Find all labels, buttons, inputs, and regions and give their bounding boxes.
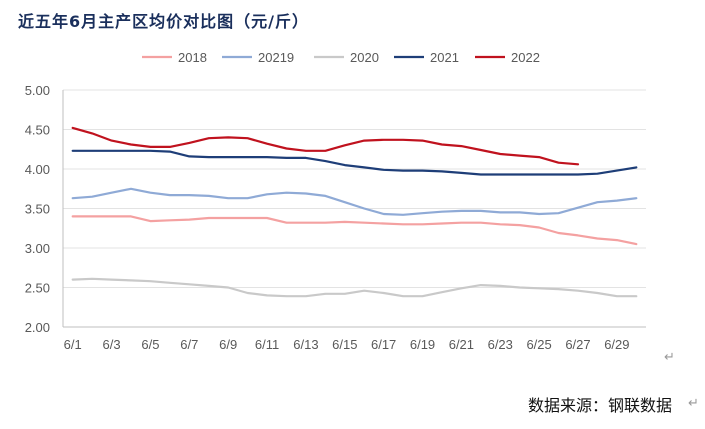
x-tick-label: 6/21 — [449, 337, 474, 352]
legend-label: 2022 — [511, 50, 540, 65]
legend-label: 2021 — [430, 50, 459, 65]
legend-label: 2020 — [350, 50, 379, 65]
x-tick-label: 6/9 — [219, 337, 237, 352]
series-line-2018 — [71, 215, 638, 246]
x-tick-label: 6/25 — [526, 337, 551, 352]
x-tick-label: 6/11 — [255, 337, 279, 352]
x-tick-label: 6/7 — [180, 337, 198, 352]
data-source: 数据来源：钢联数据 — [528, 396, 673, 415]
series-line-2022 — [71, 126, 580, 166]
legend-label: 2018 — [178, 50, 207, 65]
series-line-2020 — [71, 277, 638, 298]
y-tick-label: 4.00 — [25, 162, 50, 177]
x-tick-label: 6/5 — [141, 337, 159, 352]
x-tick-label: 6/17 — [371, 337, 396, 352]
x-tick-label: 6/19 — [410, 337, 435, 352]
legend-label: 20219 — [258, 50, 294, 65]
y-tick-label: 4.50 — [25, 123, 50, 138]
y-tick-label: 2.50 — [25, 281, 50, 296]
x-tick-label: 6/29 — [604, 337, 629, 352]
x-tick-label: 6/13 — [293, 337, 318, 352]
x-tick-label: 6/23 — [488, 337, 513, 352]
chart-title: 近五年6月主产区均价对比图（元/斤） — [18, 12, 309, 31]
y-tick-label: 5.00 — [25, 83, 50, 98]
return-mark-2: ↵ — [688, 396, 699, 411]
return-mark-1: ↵ — [664, 350, 675, 365]
x-tick-label: 6/3 — [103, 337, 121, 352]
series-line-20219 — [71, 187, 638, 216]
y-tick-label: 3.00 — [25, 241, 50, 256]
x-tick-label: 6/1 — [64, 337, 82, 352]
series-line-2021 — [71, 149, 638, 176]
x-tick-label: 6/15 — [332, 337, 357, 352]
y-tick-label: 3.50 — [25, 202, 50, 217]
y-tick-label: 2.00 — [25, 320, 50, 335]
x-tick-label: 6/27 — [565, 337, 590, 352]
